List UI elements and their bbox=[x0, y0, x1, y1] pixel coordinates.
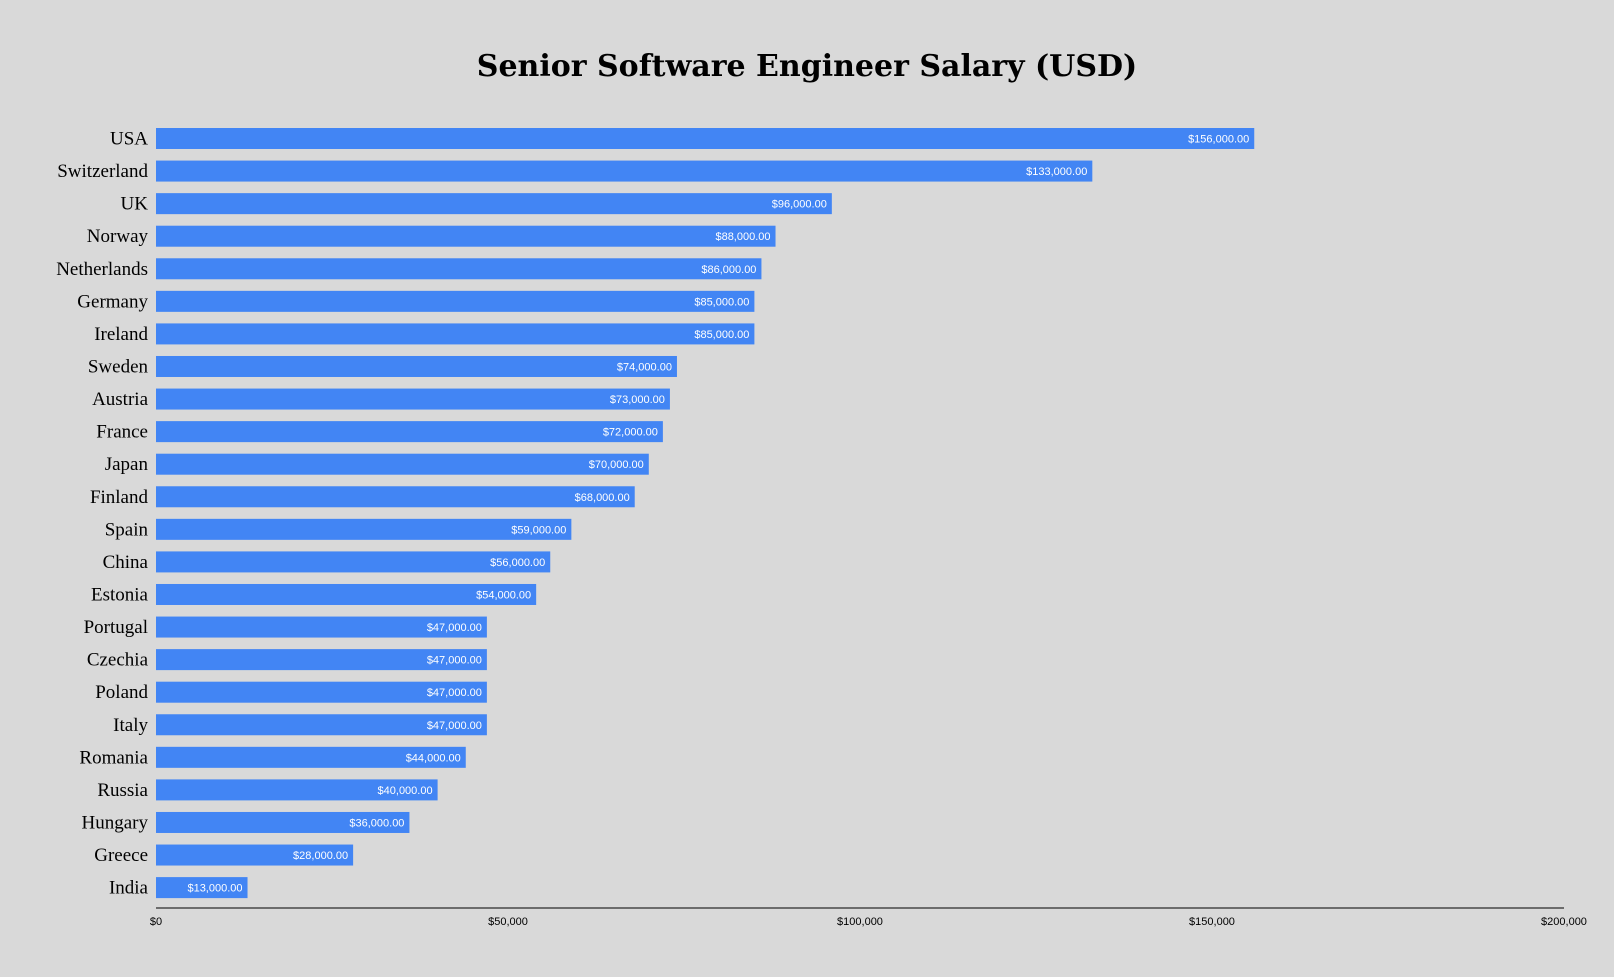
bar[interactable] bbox=[156, 649, 487, 671]
data-label: $13,000.00 bbox=[187, 883, 242, 895]
category-label: Russia bbox=[97, 780, 148, 801]
data-label: $85,000.00 bbox=[694, 329, 749, 341]
category-label: Czechia bbox=[87, 650, 149, 671]
data-label: $96,000.00 bbox=[772, 199, 827, 211]
data-label: $70,000.00 bbox=[589, 459, 644, 471]
data-label: $156,000.00 bbox=[1188, 134, 1249, 146]
category-label: Germany bbox=[77, 291, 148, 312]
bar[interactable] bbox=[156, 486, 635, 508]
category-label: Switzerland bbox=[57, 161, 148, 182]
data-label: $47,000.00 bbox=[427, 687, 482, 699]
x-tick-label: $150,000 bbox=[1189, 916, 1235, 928]
bar[interactable] bbox=[156, 355, 677, 377]
data-label: $28,000.00 bbox=[293, 850, 348, 862]
category-label: Norway bbox=[87, 226, 149, 247]
data-label: $56,000.00 bbox=[490, 557, 545, 569]
bar[interactable] bbox=[156, 681, 487, 703]
bar[interactable] bbox=[156, 421, 663, 443]
data-label: $74,000.00 bbox=[617, 361, 672, 373]
bar[interactable] bbox=[156, 225, 776, 247]
category-label: UK bbox=[121, 194, 149, 215]
category-label: USA bbox=[110, 129, 148, 150]
data-label: $85,000.00 bbox=[694, 296, 749, 308]
category-label: Sweden bbox=[88, 356, 149, 377]
category-label: Hungary bbox=[82, 812, 149, 833]
x-tick-label: $100,000 bbox=[837, 916, 883, 928]
data-label: $73,000.00 bbox=[610, 394, 665, 406]
category-label: Netherlands bbox=[56, 259, 148, 280]
data-label: $86,000.00 bbox=[701, 264, 756, 276]
x-tick-label: $50,000 bbox=[488, 916, 528, 928]
data-label: $47,000.00 bbox=[427, 655, 482, 667]
bar[interactable] bbox=[156, 290, 755, 312]
x-axis-ticks: $0 $50,000 $100,000 $150,000 $200,000 bbox=[150, 916, 1587, 928]
x-tick-label: $200,000 bbox=[1541, 916, 1587, 928]
category-label: Ireland bbox=[94, 324, 148, 345]
bar[interactable] bbox=[156, 128, 1255, 149]
data-label: $54,000.00 bbox=[476, 589, 531, 601]
category-label: Estonia bbox=[91, 584, 149, 605]
bar[interactable] bbox=[156, 844, 354, 866]
data-label: $72,000.00 bbox=[603, 427, 658, 439]
bar[interactable] bbox=[156, 811, 410, 833]
category-label: Poland bbox=[95, 682, 148, 703]
data-label: $59,000.00 bbox=[511, 524, 566, 536]
category-label: India bbox=[109, 878, 149, 899]
category-label: Portugal bbox=[84, 617, 148, 638]
category-label: France bbox=[96, 422, 148, 443]
data-label: $40,000.00 bbox=[378, 785, 433, 797]
bar[interactable] bbox=[156, 160, 1093, 182]
bars-group: USA $156,000.00 Switzerland $133,000.00 UK $9… bbox=[56, 128, 1255, 899]
bar[interactable] bbox=[156, 258, 762, 280]
bar[interactable] bbox=[156, 877, 248, 899]
bar[interactable] bbox=[156, 746, 466, 768]
bar[interactable] bbox=[156, 616, 487, 638]
bar[interactable] bbox=[156, 388, 670, 410]
category-label: Spain bbox=[105, 519, 149, 540]
bar[interactable] bbox=[156, 551, 551, 573]
chart-title: Senior Software Engineer Salary (USD) bbox=[477, 49, 1137, 84]
bar[interactable] bbox=[156, 779, 438, 801]
data-label: $47,000.00 bbox=[427, 622, 482, 634]
data-label: $68,000.00 bbox=[575, 492, 630, 504]
data-label: $44,000.00 bbox=[406, 752, 461, 764]
bar[interactable] bbox=[156, 453, 649, 475]
category-label: Austria bbox=[92, 389, 149, 410]
data-label: $133,000.00 bbox=[1026, 166, 1087, 178]
data-label: $36,000.00 bbox=[349, 817, 404, 829]
data-label: $47,000.00 bbox=[427, 720, 482, 732]
bar[interactable] bbox=[156, 193, 832, 215]
category-label: Japan bbox=[105, 454, 149, 475]
category-label: Italy bbox=[113, 715, 148, 736]
bar[interactable] bbox=[156, 583, 537, 605]
bar[interactable] bbox=[156, 323, 755, 345]
x-tick-label: $0 bbox=[150, 916, 162, 928]
category-label: Finland bbox=[90, 487, 149, 508]
category-label: Greece bbox=[94, 845, 148, 866]
category-label: China bbox=[103, 552, 149, 573]
category-label: Romania bbox=[79, 747, 148, 768]
data-label: $88,000.00 bbox=[715, 231, 770, 243]
bar[interactable] bbox=[156, 714, 487, 736]
bar[interactable] bbox=[156, 518, 572, 540]
